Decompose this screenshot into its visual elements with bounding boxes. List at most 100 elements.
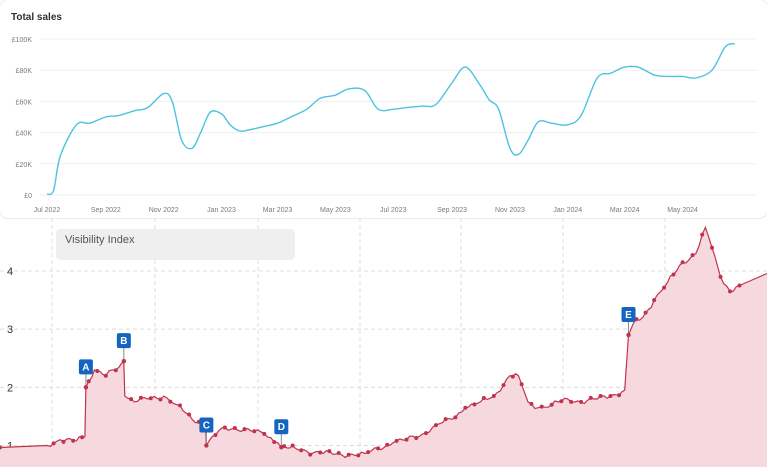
sales-x-tick-label: Jan 2024	[553, 207, 582, 214]
visibility-data-point	[569, 399, 574, 404]
visibility-data-point	[232, 426, 237, 431]
visibility-data-point	[559, 399, 564, 404]
visibility-data-point	[336, 450, 341, 455]
annotation-point	[626, 332, 631, 338]
visibility-data-point	[549, 402, 554, 407]
visibility-legend-label: Visibility Index	[65, 234, 135, 246]
sales-y-tick-label: £60K	[16, 99, 33, 106]
visibility-data-point	[652, 298, 657, 303]
visibility-data-point	[385, 442, 390, 447]
annotation-marker[interactable]	[621, 306, 636, 322]
annotation-label: C	[203, 421, 210, 432]
visibility-legend-box: Visibility Index	[56, 229, 295, 260]
sales-y-tick-label: £100K	[12, 37, 33, 44]
visibility-y-tick-label: 3	[7, 324, 13, 336]
visibility-data-point	[356, 453, 361, 458]
annotation-marker[interactable]	[199, 417, 214, 433]
visibility-data-point	[491, 394, 496, 399]
annotation-point	[204, 443, 209, 448]
visibility-data-point	[463, 405, 468, 410]
visibility-data-point	[579, 399, 584, 404]
visibility-data-point	[168, 399, 173, 404]
visibility-data-point	[671, 272, 676, 277]
visibility-data-point	[519, 382, 524, 387]
sales-chart: £0 £20K £40K £60K £80K £100K Jul 2022 Sep 2022 N…	[12, 37, 757, 214]
visibility-data-point	[138, 395, 143, 400]
sales-y-tick-label: £0	[24, 193, 32, 200]
annotation-label: E	[625, 310, 632, 321]
visibility-data-point	[700, 232, 705, 237]
visibility-y-tick-label: 2	[7, 382, 13, 394]
sales-x-tick-label: May 2024	[667, 207, 698, 214]
sales-chart-title: Total sales	[11, 12, 62, 23]
visibility-data-point	[598, 393, 603, 398]
visibility-data-point	[423, 431, 428, 436]
sales-chart-card	[0, 0, 767, 218]
sales-x-tick-label: May 2023	[320, 207, 351, 214]
sales-y-tick-label: £80K	[16, 68, 33, 75]
visibility-data-point	[433, 423, 438, 428]
visibility-data-point	[71, 438, 76, 443]
visibility-data-point	[366, 450, 371, 455]
sales-x-tick-label: Mar 2023	[263, 207, 293, 214]
sales-x-tick-label: Nov 2023	[495, 207, 525, 214]
sales-x-tick-label: Mar 2024	[610, 207, 640, 214]
sales-x-tick-label: Jul 2022	[34, 207, 61, 214]
visibility-data-point	[617, 393, 622, 398]
visibility-data-point	[158, 397, 163, 402]
annotation-marker[interactable]	[78, 359, 93, 375]
visibility-data-point	[318, 450, 323, 455]
annotation-label: D	[278, 422, 285, 433]
visibility-data-point	[737, 283, 742, 288]
visibility-data-point	[222, 425, 227, 430]
visibility-data-point	[95, 368, 100, 373]
visibility-data-point	[414, 436, 419, 441]
visibility-data-point	[728, 289, 733, 294]
annotation-point	[121, 358, 127, 364]
visibility-data-point	[178, 403, 182, 408]
annotation-label: B	[120, 336, 127, 347]
visibility-data-point	[404, 437, 409, 442]
visibility-data-point	[588, 395, 593, 400]
visibility-data-point	[443, 417, 448, 422]
visibility-data-point	[113, 368, 118, 373]
visibility-data-point	[86, 379, 91, 384]
visibility-data-point	[346, 452, 351, 457]
visibility-data-point	[453, 415, 458, 420]
visibility-data-point	[690, 253, 695, 258]
sales-x-tick-label: Sep 2022	[91, 207, 121, 214]
visibility-data-point	[308, 452, 313, 457]
visibility-data-point	[213, 432, 218, 437]
visibility-data-point	[710, 245, 714, 250]
visibility-data-point	[80, 435, 85, 440]
sales-series-line	[46, 43, 736, 196]
annotation-marker[interactable]	[274, 419, 289, 435]
visibility-area-fill	[0, 227, 767, 467]
visibility-data-point	[501, 383, 506, 388]
sales-x-tick-label: Sep 2023	[437, 207, 467, 214]
sales-x-tick-label: Jan 2023	[207, 207, 236, 214]
visibility-data-point	[129, 397, 134, 402]
annotation-label: A	[82, 362, 89, 373]
annotation-marker[interactable]	[116, 333, 131, 349]
visibility-data-point	[187, 412, 192, 417]
visibility-data-point	[103, 373, 108, 378]
visibility-data-point	[0, 445, 2, 450]
visibility-data-point	[472, 402, 477, 407]
visibility-data-point	[299, 448, 304, 453]
visibility-data-point	[51, 441, 56, 446]
visibility-data-point	[680, 260, 685, 265]
annotation-point	[279, 445, 284, 450]
visibility-data-point	[242, 427, 247, 432]
visibility-data-point	[376, 446, 381, 451]
visibility-data-point	[252, 429, 257, 434]
visibility-data-point	[272, 440, 277, 445]
visibility-data-point	[394, 438, 399, 443]
visibility-y-tick-label: 4	[7, 266, 13, 278]
visibility-data-point	[662, 285, 667, 290]
visibility-data-point	[643, 310, 648, 315]
visibility-data-point	[148, 396, 153, 401]
visibility-data-point	[61, 439, 66, 444]
sales-y-tick-label: £40K	[16, 131, 33, 138]
